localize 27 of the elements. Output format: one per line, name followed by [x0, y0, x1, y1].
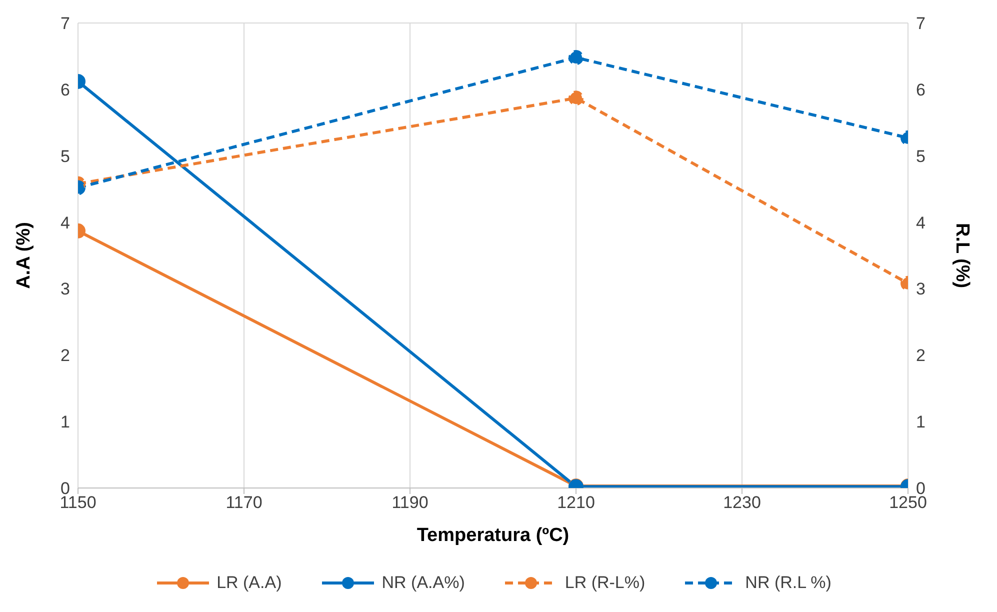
y2-tick-label: 4 [916, 213, 926, 232]
x-tick-label: 1210 [557, 493, 595, 512]
y2-tick-label: 7 [916, 14, 926, 34]
y-tick-label: 2 [60, 346, 70, 366]
y-tick-label: 6 [60, 80, 70, 100]
y-axis-title: A.A (%) [14, 222, 35, 289]
y2-tick-label: 1 [916, 412, 926, 432]
legend-label: LR (A.A) [216, 573, 282, 593]
y-tick-label: 7 [60, 14, 70, 34]
y-tick-label: 3 [60, 280, 70, 299]
x-tick-label: 1190 [392, 493, 428, 512]
x-tick-label: 1250 [889, 493, 927, 512]
x-tick-label: 1170 [226, 493, 262, 512]
x-tick-label: 1230 [723, 493, 761, 512]
legend-label: NR (A.A%) [382, 573, 465, 593]
y2-tick-label: 3 [916, 280, 926, 299]
x-tick-label: 1150 [60, 493, 96, 512]
y-tick-label: 5 [60, 146, 70, 166]
y-tick-label: 1 [60, 412, 70, 432]
y2-axis-title: R.L (%) [951, 222, 972, 288]
y2-tick-label: 2 [916, 346, 926, 366]
y-tick-label: 4 [60, 213, 70, 232]
y2-tick-label: 5 [916, 146, 926, 166]
y2-tick-label: 6 [916, 80, 926, 100]
legend-label: LR (R-L%) [564, 573, 646, 593]
legend-label: NR (R.L %) [745, 573, 832, 593]
x-axis-title: Temperatura (ºC) [416, 525, 570, 546]
